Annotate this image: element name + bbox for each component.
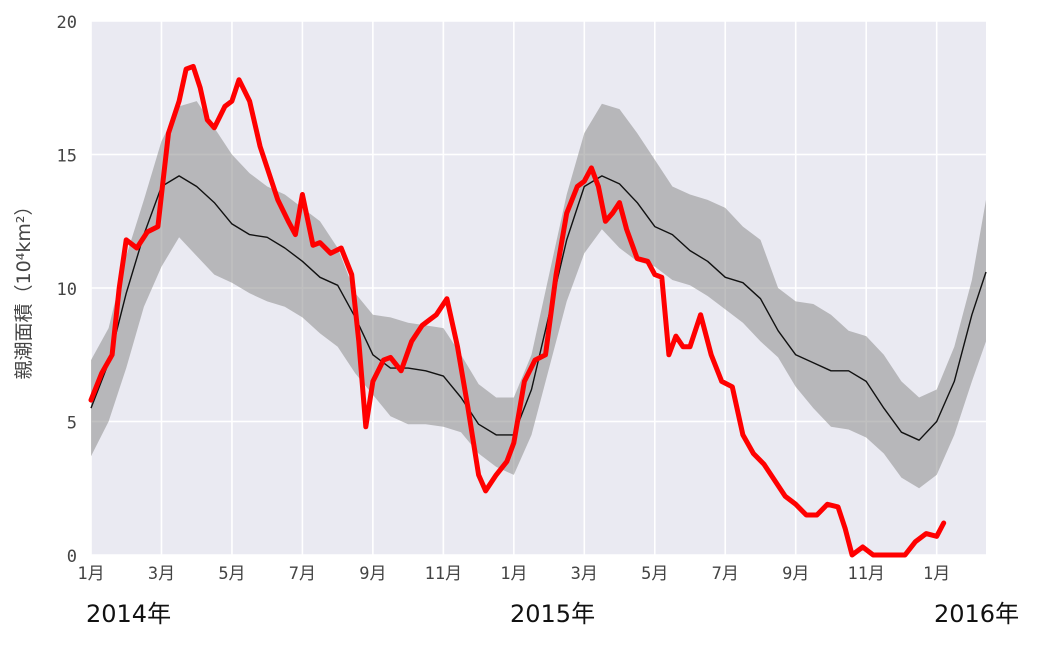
x-tick-label: 5月 bbox=[218, 564, 245, 584]
y-tick-label: 10 bbox=[57, 280, 77, 300]
y-axis-label: 親潮面積（10⁴km²） bbox=[13, 197, 35, 380]
x-tick-label: 5月 bbox=[641, 564, 668, 584]
year-label-2016: 2016年 bbox=[934, 600, 1019, 628]
normal-range-band bbox=[91, 101, 986, 489]
year-label-2014: 2014年 bbox=[86, 600, 171, 628]
x-tick-label: 7月 bbox=[289, 564, 316, 584]
y-tick-label: 5 bbox=[67, 414, 77, 434]
y-tick-label: 15 bbox=[57, 147, 77, 167]
x-tick-label: 11月 bbox=[847, 564, 884, 584]
x-tick-label: 7月 bbox=[712, 564, 739, 584]
x-tick-label: 9月 bbox=[359, 564, 386, 584]
y-tick-label: 20 bbox=[57, 13, 77, 33]
x-tick-label: 1月 bbox=[923, 564, 950, 584]
observed-area-line bbox=[88, 63, 947, 558]
x-tick-label: 3月 bbox=[148, 564, 175, 584]
x-tick-label: 3月 bbox=[571, 564, 598, 584]
y-tick-labels: 0 5 10 15 20 bbox=[57, 13, 77, 567]
y-tick-label: 0 bbox=[67, 547, 77, 567]
year-label-2015: 2015年 bbox=[510, 600, 595, 628]
x-tick-label: 11月 bbox=[425, 564, 462, 584]
x-tick-labels: 1月 3月 5月 7月 9月 11月 1月 3月 5月 7月 9月 11月 1月 bbox=[77, 564, 950, 584]
x-tick-label: 1月 bbox=[500, 564, 527, 584]
normal-mean-line bbox=[90, 175, 987, 441]
x-tick-label: 9月 bbox=[782, 564, 809, 584]
x-tick-label: 1月 bbox=[77, 564, 104, 584]
